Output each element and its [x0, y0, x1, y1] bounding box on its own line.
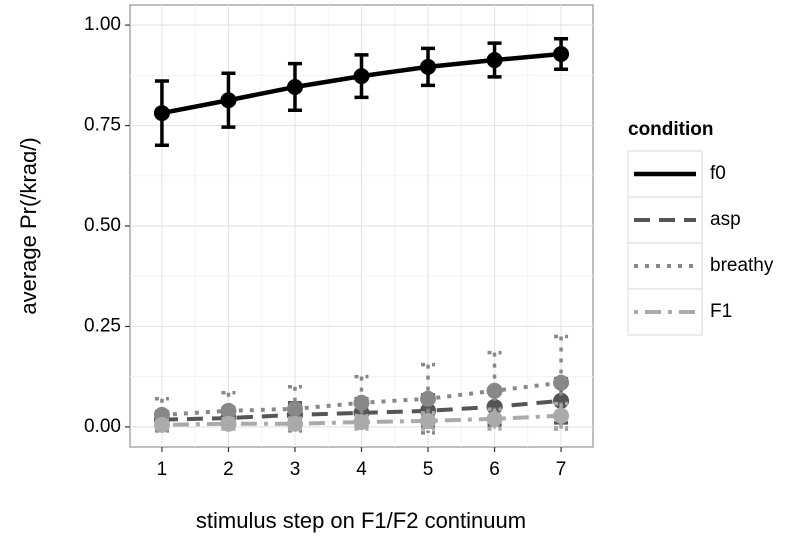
x-axis-title: stimulus step on F1/F2 continuum	[196, 508, 526, 533]
point	[153, 416, 170, 433]
point	[486, 410, 503, 427]
point	[553, 374, 570, 391]
y-tick-label: 0.50	[84, 215, 121, 236]
x-tick-label: 2	[223, 459, 234, 480]
point	[286, 400, 303, 417]
point	[486, 52, 503, 69]
legend-label: asp	[710, 209, 741, 230]
legend-label: breathy	[710, 255, 774, 276]
point	[153, 105, 170, 122]
x-tick-label: 6	[489, 459, 500, 480]
x-tick-label: 4	[356, 459, 367, 480]
point	[286, 78, 303, 95]
y-tick-label: 0.75	[84, 115, 121, 136]
point	[353, 394, 370, 411]
marks	[153, 37, 570, 435]
y-axis-title: average Pr(/kraɑ/)	[16, 137, 41, 314]
point	[420, 58, 437, 75]
point	[353, 414, 370, 431]
x-tick-label: 1	[157, 459, 168, 480]
point	[420, 390, 437, 407]
point	[420, 412, 437, 429]
legend-label: f0	[710, 163, 726, 184]
legend-title: condition	[628, 119, 713, 140]
y-tick-label: 1.00	[84, 14, 121, 35]
point	[486, 382, 503, 399]
point	[286, 415, 303, 432]
point	[353, 68, 370, 85]
point	[220, 415, 237, 432]
x-tick-label: 3	[290, 459, 301, 480]
y-tick-label: 0.00	[84, 416, 121, 437]
point	[220, 92, 237, 109]
point	[220, 402, 237, 419]
legend-label: F1	[710, 301, 732, 322]
point	[553, 407, 570, 424]
point	[553, 46, 570, 63]
legend-key	[627, 288, 703, 336]
x-tick-label: 5	[423, 459, 434, 480]
x-tick-label: 7	[556, 459, 567, 480]
y-tick-label: 0.25	[84, 315, 121, 336]
